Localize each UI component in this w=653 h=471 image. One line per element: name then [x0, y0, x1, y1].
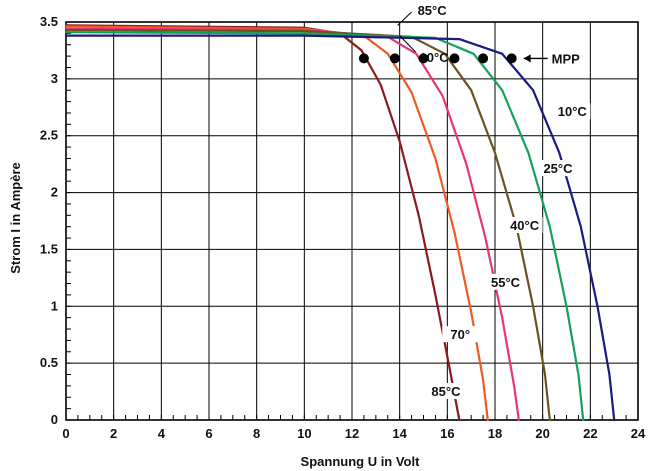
- minor-ticks: [65, 21, 639, 421]
- curve-label-bg: [506, 216, 543, 233]
- mpp-point: [449, 53, 460, 64]
- curve-label: 70°: [450, 327, 470, 342]
- y-tick-label: 0: [51, 412, 58, 427]
- curve-label: 40°C: [510, 218, 540, 233]
- curve-label-bg: [554, 103, 591, 120]
- curve-label: 10°C: [558, 104, 588, 119]
- y-tick-label: 3: [51, 71, 58, 86]
- annotations: MPP 85°C 10°C 85°C 70° 55°C 40°C 25°C 10°C: [397, 3, 591, 399]
- curve-label: 55°C: [491, 275, 521, 290]
- mpp-points: [358, 53, 517, 64]
- x-tick-label: 2: [110, 426, 117, 441]
- curve-label: 25°C: [543, 161, 573, 176]
- top-85-leader: [397, 11, 412, 26]
- x-tick-label: 10: [297, 426, 311, 441]
- x-tick-label: 6: [205, 426, 212, 441]
- series-line: [64, 28, 551, 422]
- y-tick-label: 2: [51, 185, 58, 200]
- x-tick-label: 18: [488, 426, 502, 441]
- x-tick-label: 8: [253, 426, 260, 441]
- mpp-point: [418, 53, 429, 64]
- mpp-point: [358, 53, 369, 64]
- y-axis-title: Strom I in Ampère: [8, 162, 23, 273]
- curve-label: 85°C: [431, 384, 461, 399]
- y-tick-label: 1.5: [40, 241, 58, 256]
- mpp-point: [478, 53, 489, 64]
- series-line: [64, 34, 616, 422]
- y-tick-label: 3.5: [40, 14, 58, 29]
- y-tick-label: 2.5: [40, 128, 58, 143]
- curve-label-bg: [442, 326, 479, 343]
- x-axis-title: Spannung U in Volt: [301, 454, 421, 469]
- mpp-point: [506, 53, 517, 64]
- x-tick-label: 24: [631, 426, 646, 441]
- top-85-label: 85°C: [418, 3, 448, 18]
- series-line: [64, 31, 585, 422]
- mpp-arrow-head: [523, 54, 531, 63]
- curve-label-bg: [487, 273, 524, 290]
- mpp-label: MPP: [552, 51, 581, 66]
- mpp-point: [389, 53, 400, 64]
- x-tick-label: 20: [535, 426, 549, 441]
- y-tick-label: 0.5: [40, 355, 58, 370]
- curve-label-bg: [539, 160, 576, 177]
- top-10-leader: [399, 35, 416, 53]
- y-tick-label: 1: [51, 298, 58, 313]
- curve-label-bg: [427, 382, 464, 399]
- x-tick-label: 12: [345, 426, 359, 441]
- x-tick-label: 0: [62, 426, 69, 441]
- x-tick-label: 22: [583, 426, 597, 441]
- x-tick-label: 4: [158, 426, 166, 441]
- x-tick-label: 16: [440, 426, 454, 441]
- x-tick-label: 14: [392, 426, 407, 441]
- top-10-label: 10°C: [420, 50, 450, 65]
